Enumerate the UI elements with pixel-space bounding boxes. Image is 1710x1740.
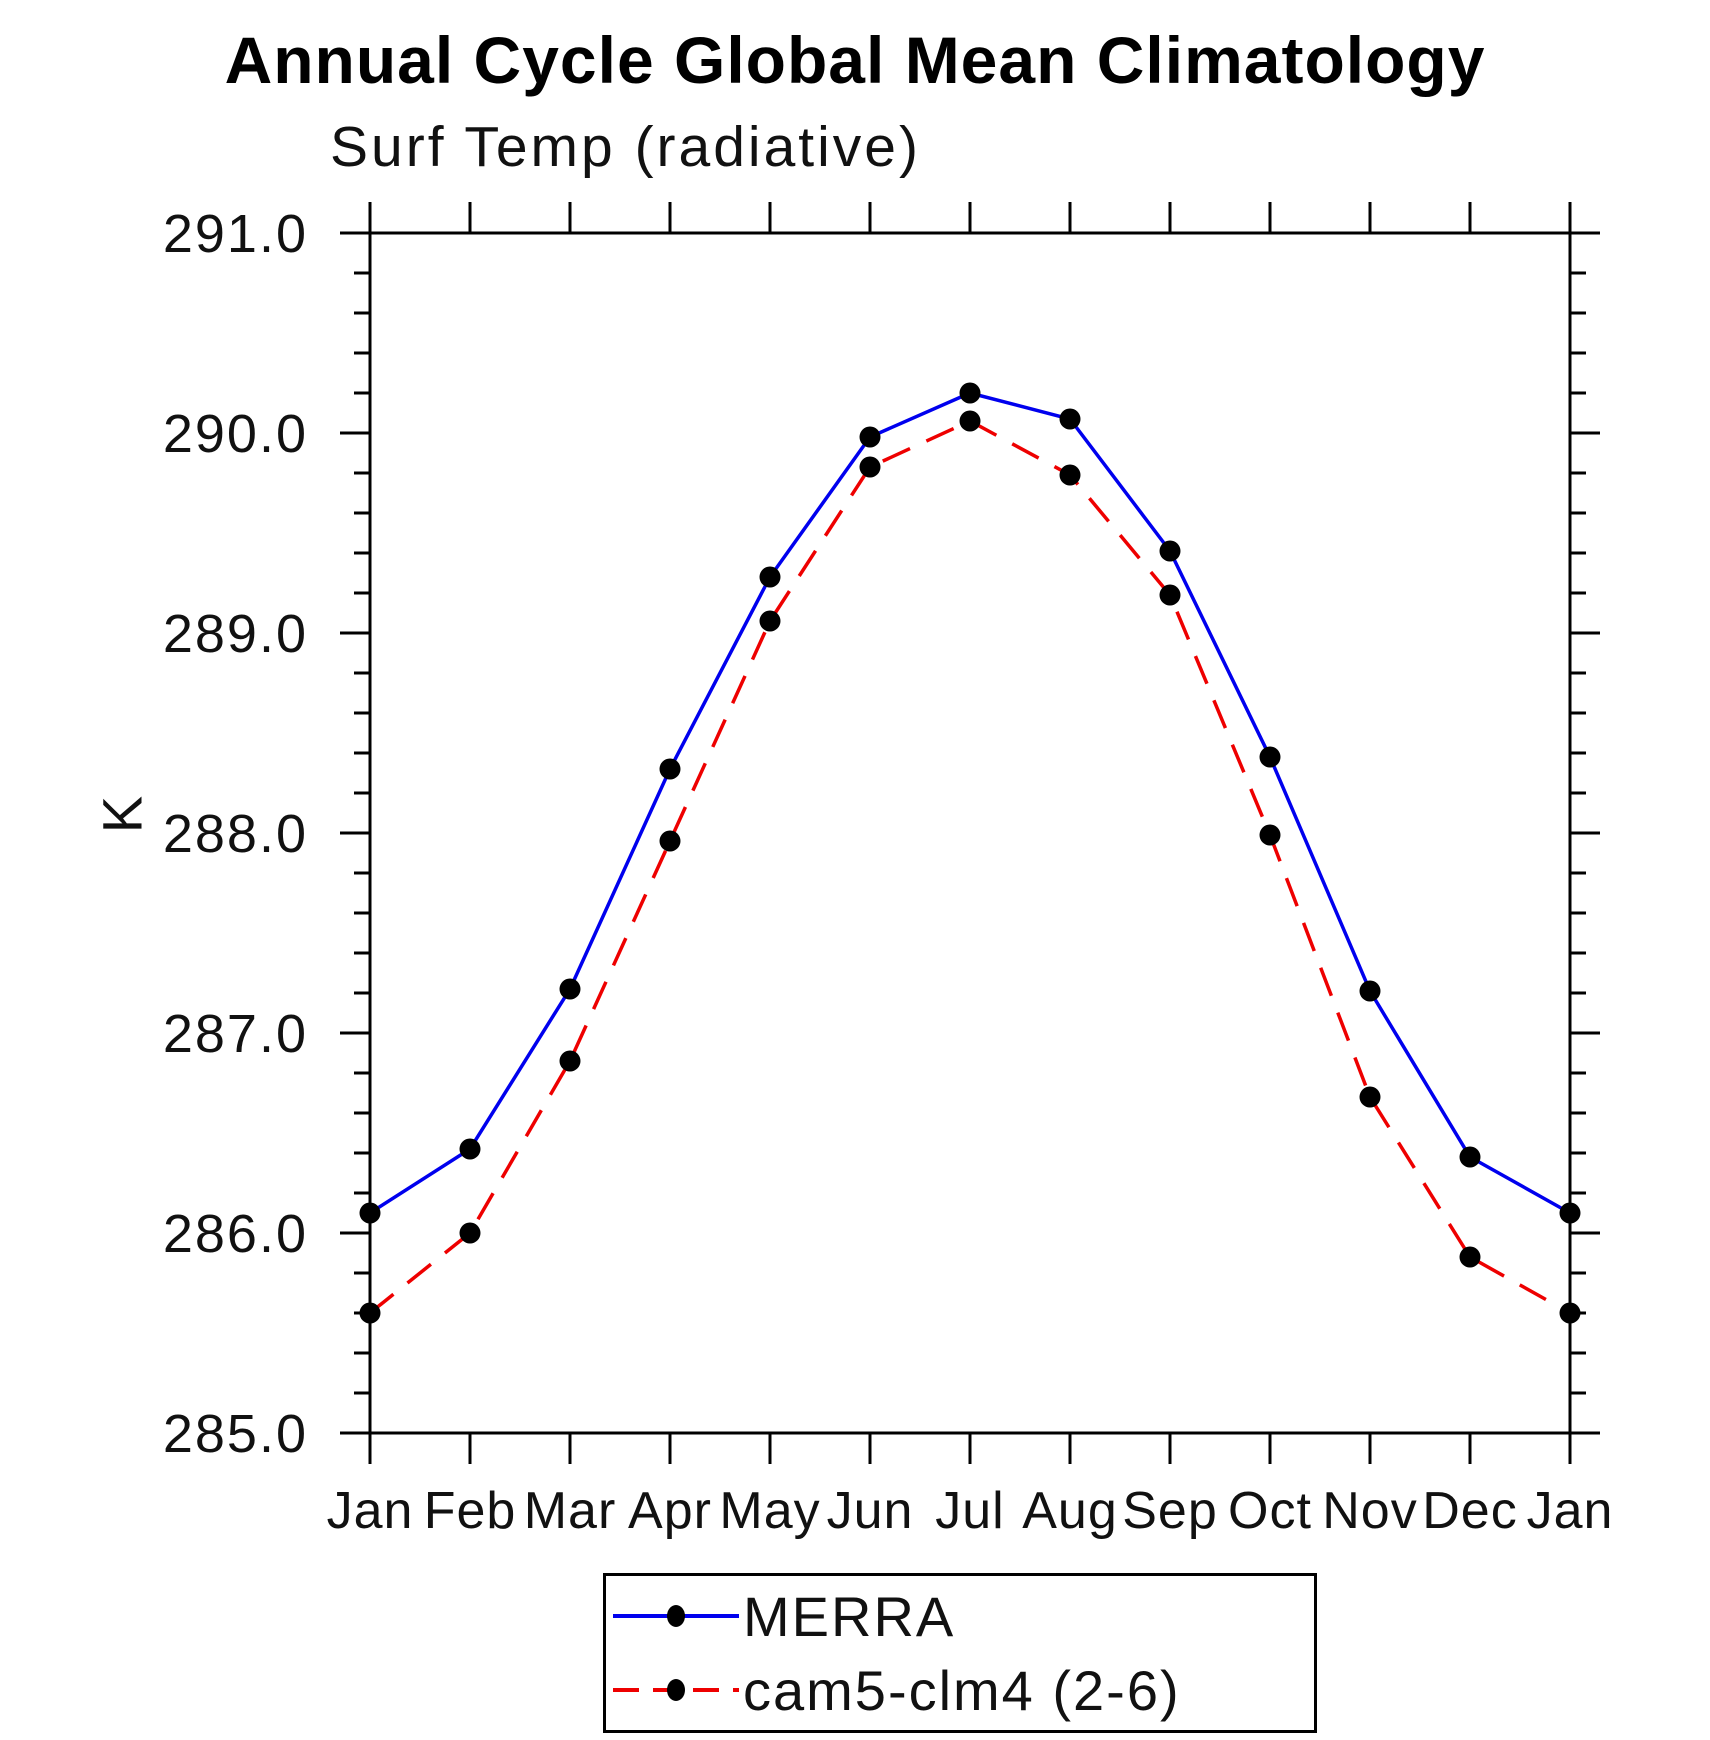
x-axis-tick-label: Nov bbox=[1322, 1482, 1417, 1540]
x-axis-tick-label: Mar bbox=[524, 1482, 617, 1540]
data-point-marker-merra bbox=[859, 426, 881, 448]
legend-sample-marker-0 bbox=[667, 1605, 685, 1627]
data-point-marker-merra bbox=[959, 382, 981, 404]
series-line-cam5-clm4-2-6 bbox=[368, 419, 1571, 1315]
legend-box: MERRA cam5-clm4 (2-6) bbox=[603, 1573, 1317, 1733]
y-axis-tick-label: 287.0 bbox=[163, 1004, 308, 1064]
legend-item-cam5-clm4: cam5-clm4 (2-6) bbox=[611, 1659, 1314, 1722]
x-axis-tick-label: Apr bbox=[628, 1482, 712, 1540]
x-axis-tick-label: Aug bbox=[1022, 1482, 1118, 1540]
x-axis-tick-label: May bbox=[719, 1482, 820, 1540]
cam5-line-sample-icon bbox=[613, 1679, 739, 1701]
chart-subtitle: Surf Temp (radiative) bbox=[330, 115, 921, 179]
x-axis-tick-label: Oct bbox=[1228, 1482, 1312, 1540]
y-axis-tick-label: 291.0 bbox=[163, 204, 308, 264]
y-axis-tick-label: 290.0 bbox=[163, 404, 308, 464]
data-point-marker-merra bbox=[659, 758, 681, 780]
x-axis-tick-label: Dec bbox=[1422, 1482, 1517, 1540]
data-point-marker-cam5-clm4-2-6 bbox=[1059, 464, 1081, 486]
data-point-marker-cam5-clm4-2-6 bbox=[959, 410, 981, 432]
data-point-marker-cam5-clm4-2-6 bbox=[359, 1302, 381, 1324]
data-point-marker-cam5-clm4-2-6 bbox=[759, 610, 781, 632]
x-axis-tick-label: Jan bbox=[1527, 1482, 1614, 1540]
x-axis-tick-label: Jul bbox=[935, 1482, 1004, 1540]
data-point-marker-merra bbox=[1259, 746, 1281, 768]
data-point-marker-merra bbox=[1059, 408, 1081, 430]
y-axis-tick-label: 286.0 bbox=[163, 1204, 308, 1264]
data-point-marker-merra bbox=[1459, 1146, 1481, 1168]
y-axis-tick-label: 289.0 bbox=[163, 604, 308, 664]
data-point-marker-cam5-clm4-2-6 bbox=[1559, 1302, 1581, 1324]
data-point-marker-cam5-clm4-2-6 bbox=[559, 1050, 581, 1072]
chart-title: Annual Cycle Global Mean Climatology bbox=[224, 23, 1486, 97]
series-line-merra bbox=[369, 391, 1571, 1215]
data-point-marker-merra bbox=[1359, 980, 1381, 1002]
x-axis-tick-label: Sep bbox=[1122, 1482, 1218, 1540]
data-point-marker-cam5-clm4-2-6 bbox=[1259, 824, 1281, 846]
legend-sample-marker-1 bbox=[667, 1679, 685, 1701]
data-point-marker-merra bbox=[359, 1202, 381, 1224]
merra-line-sample-icon bbox=[613, 1605, 739, 1627]
data-point-marker-cam5-clm4-2-6 bbox=[1459, 1246, 1481, 1268]
legend-item-merra: MERRA bbox=[611, 1585, 1314, 1648]
y-axis-tick-label: 288.0 bbox=[163, 804, 308, 864]
data-point-marker-merra bbox=[559, 978, 581, 1000]
x-axis-tick-label: Feb bbox=[424, 1482, 517, 1540]
y-axis-tick-label: 285.0 bbox=[163, 1404, 308, 1464]
data-point-marker-merra bbox=[1159, 540, 1181, 562]
data-point-marker-merra bbox=[759, 566, 781, 588]
data-point-marker-merra bbox=[1559, 1202, 1581, 1224]
legend-label-cam5-clm4: cam5-clm4 (2-6) bbox=[743, 1658, 1181, 1722]
legend-label-merra: MERRA bbox=[743, 1584, 956, 1648]
data-point-marker-merra bbox=[459, 1138, 481, 1160]
data-point-marker-cam5-clm4-2-6 bbox=[859, 456, 881, 478]
data-point-marker-cam5-clm4-2-6 bbox=[659, 830, 681, 852]
data-point-marker-cam5-clm4-2-6 bbox=[1359, 1086, 1381, 1108]
x-axis-tick-label: Jun bbox=[827, 1482, 914, 1540]
data-point-marker-cam5-clm4-2-6 bbox=[1159, 584, 1181, 606]
data-point-marker-cam5-clm4-2-6 bbox=[459, 1222, 481, 1244]
x-axis-tick-label: Jan bbox=[327, 1482, 414, 1540]
